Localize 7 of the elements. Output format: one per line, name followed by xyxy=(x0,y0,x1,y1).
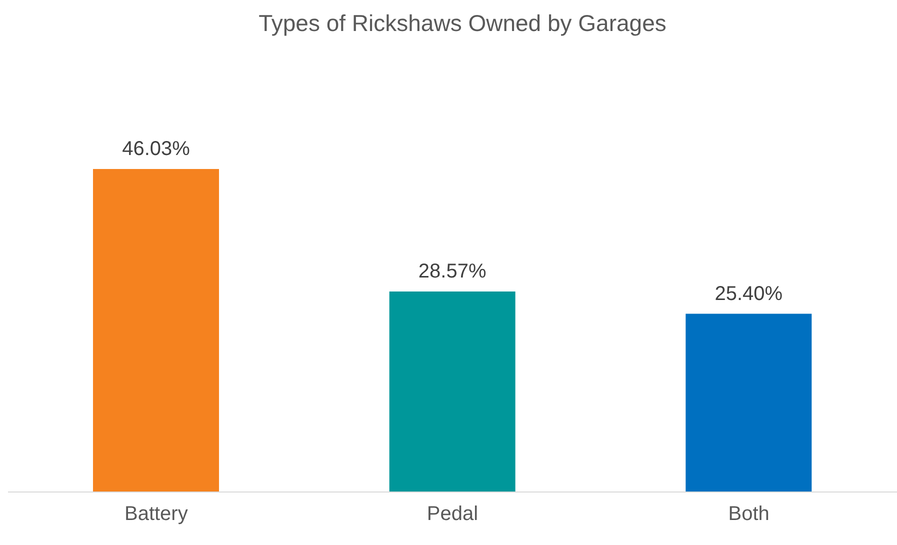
chart-title: Types of Rickshaws Owned by Garages xyxy=(258,9,668,38)
x-tick-label: Pedal xyxy=(426,503,478,526)
data-label: 46.03% xyxy=(122,138,190,160)
x-tick-label: Both xyxy=(728,503,770,526)
x-tick-label: Battery xyxy=(124,503,188,526)
data-label: 28.57% xyxy=(418,260,486,283)
data-label: 25.40% xyxy=(714,282,783,305)
